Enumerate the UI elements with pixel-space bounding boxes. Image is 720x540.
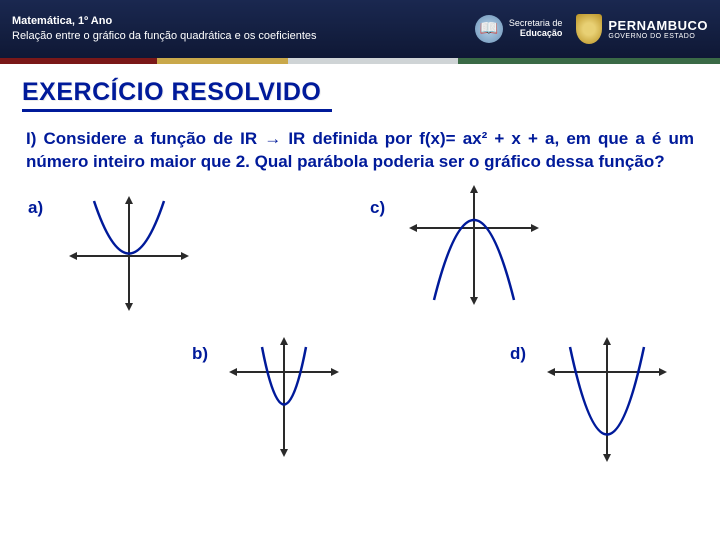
course-line: Matemática, 1º Ano <box>12 14 317 29</box>
header-right: 📖 Secretaria de Educação PERNAMBUCO GOVE… <box>475 14 708 44</box>
option-d-label: d) <box>510 344 526 364</box>
page-title: EXERCÍCIO RESOLVIDO <box>22 78 698 107</box>
state-logo: PERNAMBUCO GOVERNO DO ESTADO <box>576 14 708 44</box>
option-d-graph <box>542 332 672 467</box>
shield-icon <box>576 14 602 44</box>
option-c-graph <box>404 180 544 310</box>
color-stripe <box>0 58 720 64</box>
option-a-graph <box>64 186 194 316</box>
book-icon: 📖 <box>475 15 503 43</box>
problem-text: I) Considere a função de IR → IR definid… <box>26 128 694 174</box>
option-a-label: a) <box>28 198 43 218</box>
header-left: Matemática, 1º Ano Relação entre o gráfi… <box>12 14 317 44</box>
state-name: PERNAMBUCO <box>608 18 708 33</box>
content-area: EXERCÍCIO RESOLVIDO I) Considere a funçã… <box>0 64 720 502</box>
educacao-label: Educação <box>509 29 563 39</box>
option-b-graph <box>224 332 344 462</box>
option-c-label: c) <box>370 198 385 218</box>
gov-label: GOVERNO DO ESTADO <box>608 33 708 40</box>
topic-line: Relação entre o gráfico da função quadrá… <box>12 29 317 44</box>
option-b-label: b) <box>192 344 208 364</box>
secretaria-block: 📖 Secretaria de Educação <box>475 15 563 43</box>
title-underline <box>22 109 332 112</box>
header-bar: Matemática, 1º Ano Relação entre o gráfi… <box>0 0 720 58</box>
options-area: a) c) b) d) <box>22 192 698 502</box>
